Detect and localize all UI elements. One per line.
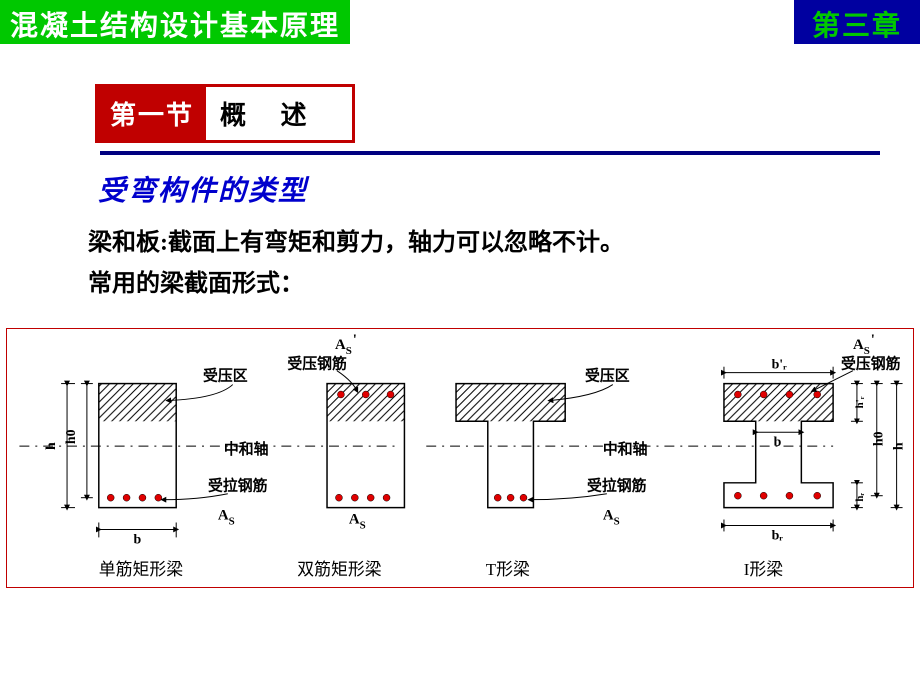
- dim-b2: b: [774, 435, 782, 450]
- chapter-label: 第三章: [794, 0, 920, 44]
- dim-bpr: b'ᵣ: [772, 358, 788, 373]
- name-beam4: I形梁: [744, 560, 783, 579]
- lbl-neutral: 中和轴: [224, 440, 269, 458]
- body-line1: 梁和板:截面上有弯矩和剪力，轴力可以忽略不计。: [88, 223, 920, 264]
- lbl-compzone: 受压区: [203, 367, 248, 385]
- dim-h: h: [44, 442, 59, 450]
- dim-b: b: [134, 532, 142, 547]
- header-spacer: [350, 0, 794, 44]
- body-text: 梁和板:截面上有弯矩和剪力，轴力可以忽略不计。 常用的梁截面形式：: [88, 223, 920, 305]
- section-heading: 第一节 概 述: [95, 84, 355, 143]
- lbl-As3: AS: [603, 508, 620, 528]
- lbl-compsteel: 受压钢筋: [287, 355, 347, 373]
- dim-br: bᵣ: [772, 528, 784, 543]
- name-beam2: 双筋矩形梁: [297, 560, 381, 579]
- subtitle: 受弯构件的类型: [98, 169, 920, 209]
- name-beam3: T形梁: [486, 560, 530, 579]
- dim-hr: hᵣ: [854, 493, 866, 502]
- lbl-compzone2: 受压区: [585, 367, 630, 385]
- lbl-As: AS: [218, 508, 235, 528]
- name-beam1: 单筋矩形梁: [99, 560, 183, 579]
- dim-h0-2: h0: [872, 431, 887, 446]
- lbl-neutral2: 中和轴: [603, 440, 648, 458]
- page-header: 混凝土结构设计基本原理 第三章: [0, 0, 920, 44]
- body-line2: 常用的梁截面形式：: [88, 264, 920, 305]
- lbl-Asp: AS': [335, 332, 357, 357]
- lbl-Asp2: AS': [853, 332, 875, 357]
- lbl-tenssteel: 受拉钢筋: [208, 477, 268, 495]
- header-title: 混凝土结构设计基本原理: [0, 0, 350, 44]
- lbl-compsteel2: 受压钢筋: [841, 355, 901, 373]
- section-title: 概 述: [206, 87, 335, 140]
- lbl-tenssteel2: 受拉钢筋: [587, 477, 647, 495]
- dim-h0: h0: [64, 429, 79, 444]
- dim-hpr: h'ᵣ: [854, 396, 866, 408]
- dim-h-2: h: [892, 442, 907, 450]
- beam-diagram: b h h0 受压区 中和轴 受拉钢筋 AS 单筋矩形梁 AS' 受压钢筋 AS…: [6, 328, 914, 588]
- divider: [100, 151, 880, 155]
- section-number: 第一节: [98, 87, 206, 140]
- lbl-As2: AS: [349, 511, 366, 531]
